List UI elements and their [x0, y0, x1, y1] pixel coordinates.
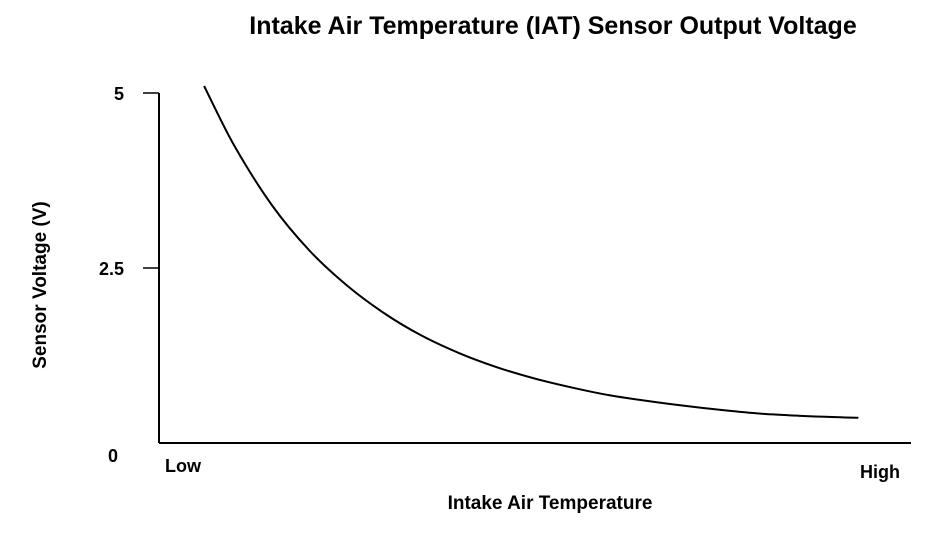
series-line-voltage [203, 85, 859, 419]
y-ticks: 52.50 [99, 84, 159, 466]
y-tick-label: 5 [114, 84, 124, 104]
x-axis-label: Intake Air Temperature [448, 493, 653, 514]
x-tick-label-high: High [860, 462, 900, 482]
y-axis-label: Sensor Voltage (V) [30, 201, 51, 369]
y-tick-label: 0 [108, 446, 118, 466]
x-tick-label-low: Low [165, 456, 202, 476]
y-tick-label: 2.5 [99, 259, 124, 279]
chart-title: Intake Air Temperature (IAT) Sensor Outp… [249, 12, 857, 40]
